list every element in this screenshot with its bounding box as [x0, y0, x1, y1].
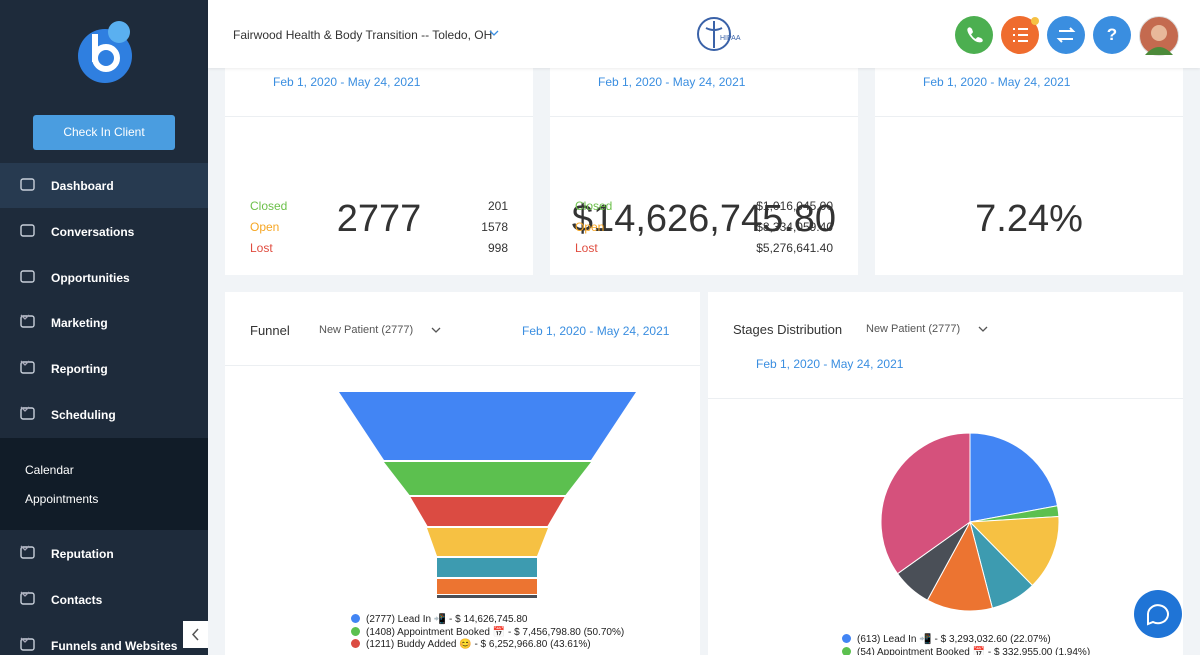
funnel-filter[interactable]: New Patient (2777): [319, 324, 414, 336]
card-total: $14,626,745.80: [571, 198, 837, 240]
nav-label: Scheduling: [51, 408, 116, 422]
nav-item[interactable]: Conversations: [0, 209, 208, 253]
submenu: Calendar Appointments: [0, 438, 208, 530]
legend-item: (613) Lead In 📲 - $ 3,293,032.60 (22.07%…: [842, 634, 1051, 645]
nav-item[interactable]: Reputation: [0, 531, 208, 575]
nav-item[interactable]: Reporting: [0, 346, 208, 390]
hipaa-text: HIPAA: [720, 35, 741, 42]
nav-label: Conversations: [51, 224, 135, 239]
nav-item[interactable]: Opportunities: [0, 255, 208, 299]
avatar[interactable]: [1139, 16, 1179, 56]
nav-label: Funnels and Websites: [51, 638, 178, 653]
pie-slice: [969, 432, 1059, 523]
row-value: $1,016,045.00: [756, 199, 833, 213]
funnel-segment: [410, 497, 565, 526]
funnel-title: Funnel: [250, 323, 290, 338]
nav-label: Contacts: [51, 592, 103, 607]
nav-item[interactable]: Contacts: [0, 577, 208, 621]
funnel-segment: [427, 528, 548, 556]
legend-text: (54) Appointment Booked 📅 - $ 332,955.00…: [857, 646, 1091, 655]
legend-text: (2777) Lead In 📲 - $ 14,626,745.80: [366, 614, 528, 625]
submenu-item[interactable]: Appointments: [25, 492, 99, 506]
row-label: Open: [575, 220, 605, 234]
nav-item[interactable]: Dashboard: [0, 163, 208, 207]
tasks-button[interactable]: [1001, 16, 1039, 54]
pie-filter[interactable]: New Patient (2777): [866, 323, 961, 335]
card-date: Feb 1, 2020 - May 24, 2021: [598, 75, 746, 89]
phone-button[interactable]: [955, 16, 993, 54]
pie-slice: [880, 432, 971, 575]
row-value: 998: [487, 241, 508, 255]
sidebar: Check In Client Dashboard Conversations Op…: [0, 0, 208, 655]
hipaa-logo: [697, 17, 731, 51]
nav-item[interactable]: Scheduling: [0, 392, 208, 436]
stat-card: Feb 1, 2020 - May 24, 2021 2777 Closed 20…: [225, 68, 533, 275]
legend-text: (1211) Buddy Added 😊 - $ 6,252,966.80 (4…: [366, 639, 591, 650]
nav-label: Reporting: [51, 362, 108, 377]
funnel-segment: [437, 579, 537, 594]
row-label: Open: [250, 220, 280, 234]
legend-text: (1408) Appointment Booked 📅 - $ 7,456,79…: [366, 626, 625, 638]
card-date: Feb 1, 2020 - May 24, 2021: [273, 75, 421, 89]
row-value: 1578: [481, 220, 508, 234]
top-bar: Fairwood Health & Body Transition -- Tol…: [208, 0, 1200, 68]
nav-item[interactable]: Funnels and Websites: [0, 623, 208, 655]
legend-item: (1408) Appointment Booked 📅 - $ 7,456,79…: [351, 626, 625, 638]
pie-date: Feb 1, 2020 - May 24, 2021: [756, 357, 904, 371]
nav-label: Dashboard: [51, 179, 114, 193]
legend-item: (2777) Lead In 📲 - $ 14,626,745.80: [351, 614, 527, 625]
legend-text: (613) Lead In 📲 - $ 3,293,032.60 (22.07%…: [857, 634, 1051, 645]
row-value: $8,334,059.40: [756, 220, 833, 234]
nav-label: Marketing: [51, 316, 108, 331]
stat-card: Feb 1, 2020 - May 24, 2021 $14,626,745.8…: [550, 68, 858, 275]
funnel-segment: [437, 595, 537, 598]
row-label: Lost: [250, 241, 273, 255]
funnel-segment: [437, 558, 537, 577]
submenu-item[interactable]: Calendar: [25, 463, 74, 477]
stat-card: Feb 1, 2020 - May 24, 2021 7.24%: [875, 68, 1183, 275]
nav-item[interactable]: Marketing: [0, 300, 208, 344]
pie-slice: [926, 520, 994, 612]
card-total: 7.24%: [975, 198, 1083, 240]
row-value: $5,276,641.40: [756, 241, 833, 255]
card-date: Feb 1, 2020 - May 24, 2021: [923, 75, 1071, 89]
chat-button[interactable]: [1134, 590, 1182, 638]
pie-slice: [968, 515, 1060, 587]
check-in-button[interactable]: Check In Client: [33, 115, 175, 150]
card-total: 2777: [336, 198, 422, 240]
switch-button[interactable]: [1047, 16, 1085, 54]
logo: [78, 21, 132, 83]
row-label: Lost: [575, 241, 598, 255]
help-button[interactable]: ?: [1093, 16, 1131, 54]
row-label: Closed: [575, 199, 613, 213]
pie-title: Stages Distribution: [733, 322, 843, 337]
funnel-segment: [339, 392, 636, 460]
legend-item: (1211) Buddy Added 😊 - $ 6,252,966.80 (4…: [351, 639, 591, 650]
nav-label: Reputation: [51, 547, 114, 561]
row-value: 201: [487, 199, 508, 213]
nav-label: Opportunities: [51, 270, 130, 285]
funnel-date: Feb 1, 2020 - May 24, 2021: [522, 324, 670, 338]
location[interactable]: Fairwood Health & Body Transition -- Tol…: [233, 28, 493, 42]
collapse-button[interactable]: [183, 621, 208, 648]
funnel-segment: [384, 462, 591, 495]
row-label: Closed: [250, 199, 288, 213]
legend-item: (54) Appointment Booked 📅 - $ 332,955.00…: [842, 646, 1091, 655]
